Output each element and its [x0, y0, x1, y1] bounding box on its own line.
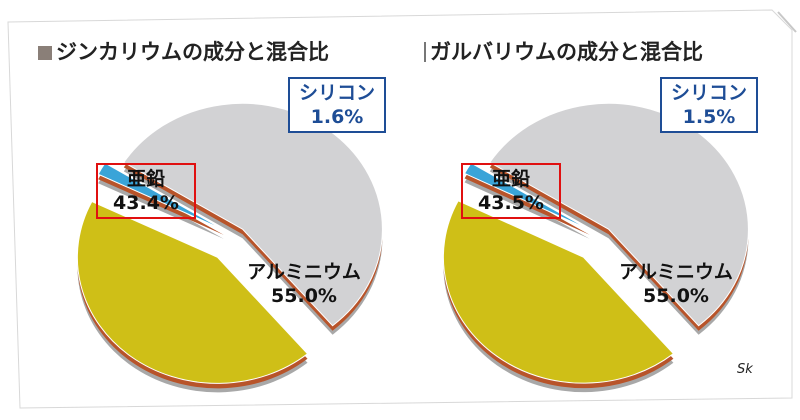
- pie-slice-zinc: [76, 200, 309, 393]
- slice-value: 1.6%: [310, 106, 364, 128]
- chart-title-left: ジンカリウムの成分と混合比: [38, 36, 329, 66]
- silicon-label-right: シリコン 1.5%: [660, 77, 758, 133]
- pie-slice-face: [489, 102, 749, 327]
- slice-value: 55.0%: [643, 285, 709, 307]
- slice-value: 43.4%: [113, 192, 179, 214]
- zinc-label-right: 亜鉛 43.5%: [461, 163, 561, 219]
- slice-value: 1.5%: [682, 106, 736, 128]
- slice-name: アルミニウム: [247, 261, 361, 283]
- slice-name: シリコン: [298, 82, 375, 104]
- aluminium-label-left: アルミニウム 55.0%: [234, 260, 374, 308]
- slice-value: 43.5%: [478, 192, 544, 214]
- title-bar-icon: [424, 42, 426, 62]
- aluminium-label-right: アルミニウム 55.0%: [606, 260, 746, 308]
- slice-name: 亜鉛: [126, 168, 165, 190]
- title-square-icon: [38, 46, 52, 60]
- slice-name: シリコン: [670, 82, 747, 104]
- slice-name: アルミニウム: [619, 261, 733, 283]
- pie-slice-zinc: [442, 200, 675, 393]
- pie-slice-face: [442, 200, 675, 384]
- title-text: ジンカリウムの成分と混合比: [56, 40, 329, 64]
- credit-text: Sk: [737, 362, 753, 377]
- chart-title-right: ガルバリウムの成分と混合比: [424, 36, 703, 66]
- pie-slice-face: [123, 102, 383, 327]
- silicon-label-left: シリコン 1.6%: [288, 77, 386, 133]
- pie-slice-face: [76, 200, 309, 384]
- slice-value: 55.0%: [271, 285, 337, 307]
- title-text: ガルバリウムの成分と混合比: [430, 40, 703, 64]
- zinc-label-left: 亜鉛 43.4%: [96, 163, 196, 219]
- slice-name: 亜鉛: [491, 168, 530, 190]
- galvalume-pie-chart: [442, 102, 749, 393]
